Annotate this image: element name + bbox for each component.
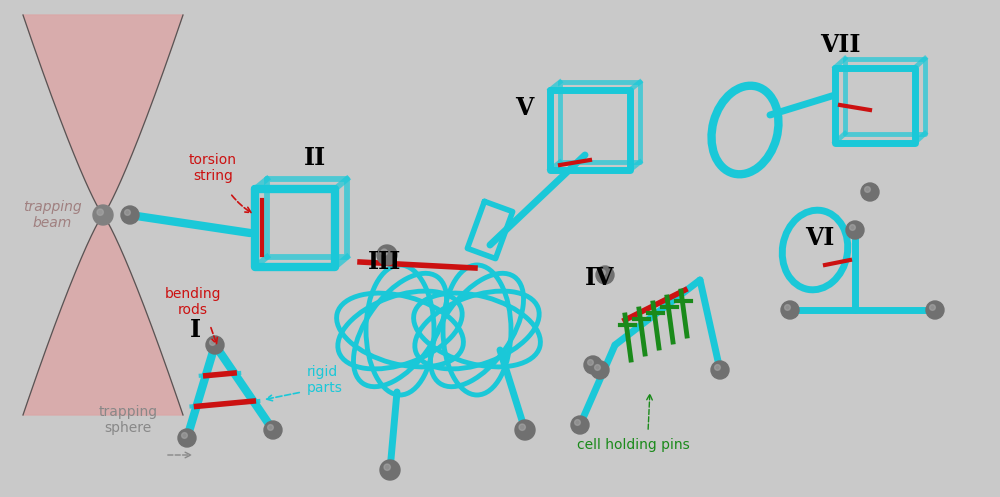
Text: bending
rods: bending rods (165, 287, 221, 317)
Text: torsion
string: torsion string (189, 153, 237, 183)
Circle shape (381, 249, 387, 255)
Circle shape (596, 266, 614, 284)
Circle shape (182, 432, 187, 438)
Circle shape (600, 269, 605, 275)
Circle shape (519, 424, 525, 430)
Circle shape (588, 360, 593, 365)
Text: VII: VII (820, 33, 860, 57)
Circle shape (268, 424, 273, 430)
Circle shape (715, 365, 720, 370)
Circle shape (846, 221, 864, 239)
Text: cell holding pins: cell holding pins (577, 438, 689, 452)
Circle shape (711, 361, 729, 379)
Circle shape (584, 356, 602, 374)
Circle shape (865, 186, 870, 192)
Circle shape (264, 421, 282, 439)
Circle shape (515, 420, 535, 440)
Circle shape (850, 225, 855, 231)
Text: trapping
sphere: trapping sphere (98, 405, 158, 435)
Circle shape (206, 336, 224, 354)
Text: II: II (304, 146, 326, 170)
Circle shape (575, 419, 580, 425)
Circle shape (380, 460, 400, 480)
Circle shape (178, 429, 196, 447)
Text: VI: VI (805, 226, 835, 250)
Circle shape (121, 206, 139, 224)
Text: IV: IV (585, 266, 615, 290)
Text: III: III (368, 250, 402, 274)
Circle shape (591, 361, 609, 379)
Circle shape (781, 301, 799, 319)
Circle shape (785, 305, 790, 310)
Polygon shape (23, 15, 183, 415)
Circle shape (926, 301, 944, 319)
Circle shape (97, 209, 103, 215)
Circle shape (93, 205, 113, 225)
Circle shape (210, 339, 215, 345)
Circle shape (571, 416, 589, 434)
Text: I: I (189, 318, 201, 342)
Circle shape (861, 183, 879, 201)
Circle shape (930, 305, 935, 310)
Circle shape (595, 365, 600, 370)
Text: trapping
beam: trapping beam (23, 200, 81, 230)
Circle shape (384, 464, 390, 470)
Text: V: V (515, 96, 533, 120)
Circle shape (125, 210, 130, 215)
Circle shape (377, 245, 397, 265)
Text: rigid
parts: rigid parts (307, 365, 343, 395)
